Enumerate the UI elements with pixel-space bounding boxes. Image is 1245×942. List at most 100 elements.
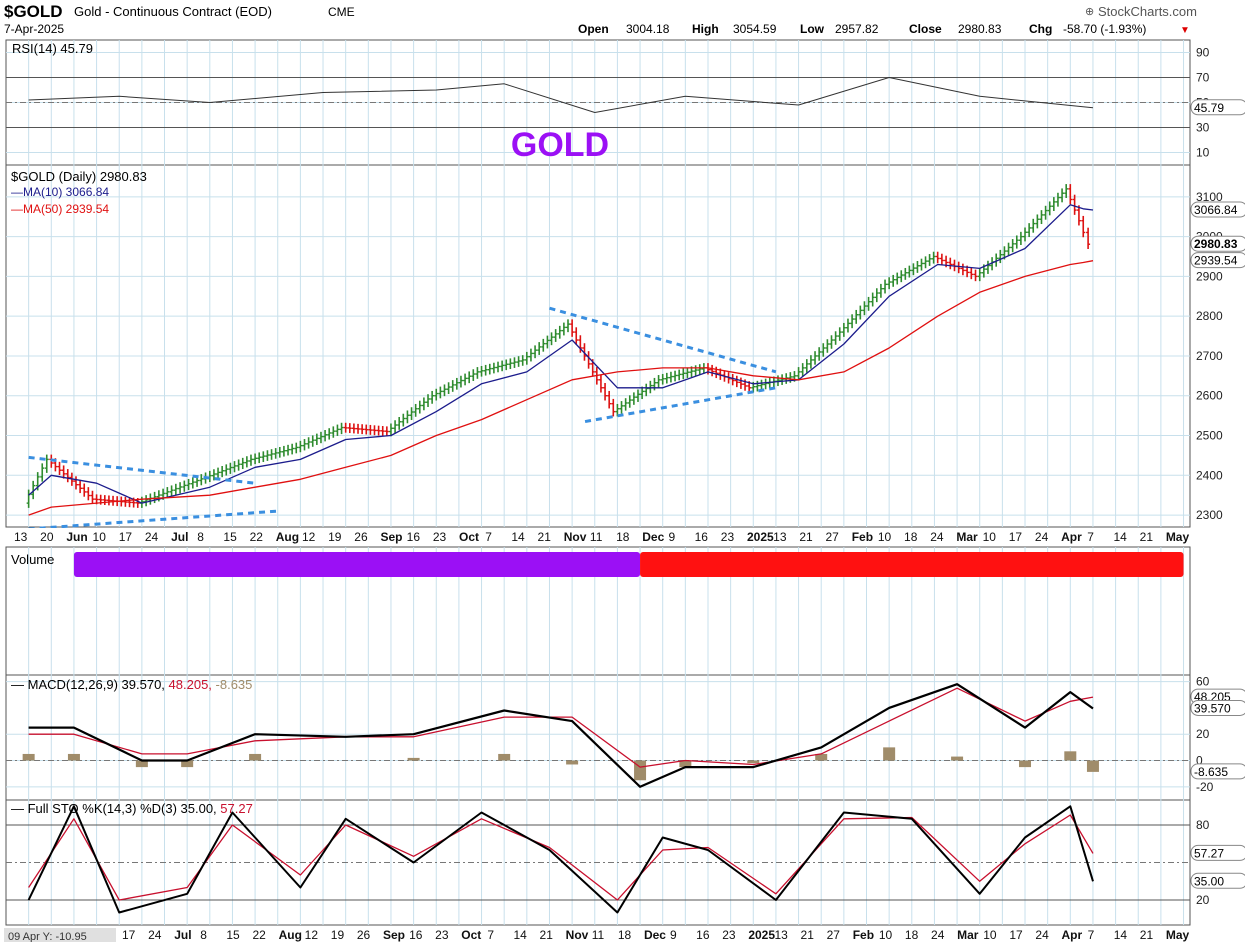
x-axis-tick-label: 26 [354, 530, 368, 544]
sto-y-tick: 20 [1196, 893, 1210, 907]
x-axis-tick-label: Feb [852, 530, 873, 544]
bottom-axis-tick-label: 15 [226, 928, 240, 942]
ma10-last-value-box [1190, 201, 1245, 218]
gold-annotation: GOLD [511, 126, 609, 164]
ma10-last-value: 3066.84 [1194, 203, 1238, 217]
macd-histogram-bar [249, 753, 262, 761]
ma50-last-value: 2939.54 [1194, 254, 1238, 268]
bottom-axis-tick-label: Sep [383, 928, 405, 942]
trend-line [28, 509, 278, 531]
macd-histogram-bar [135, 760, 148, 768]
macd-last: 39.570 [1194, 701, 1231, 715]
bottom-axis-tick-label: 14 [1114, 928, 1128, 942]
x-axis-tick-label: 21 [1140, 530, 1154, 544]
bottom-axis-tick-label: 13 [774, 928, 788, 942]
x-axis-tick-label: Jul [171, 530, 188, 544]
macd-y-tick: 60 [1196, 675, 1210, 689]
bottom-axis-tick-label: Oct [461, 928, 481, 942]
bottom-axis-tick-label: Apr [1062, 928, 1083, 942]
x-axis-tick-label: 17 [1009, 530, 1023, 544]
x-axis-tick-label: Aug [276, 530, 299, 544]
bottom-axis-tick-label: Jul [174, 928, 191, 942]
ma10-line [28, 204, 1094, 504]
x-axis-tick-label: 15 [223, 530, 237, 544]
bottom-axis-tick-label: Aug [279, 928, 302, 942]
bottom-axis-tick-label: 27 [827, 928, 841, 942]
x-axis-tick-label: 22 [250, 530, 264, 544]
globe-icon: ⊕ [1085, 6, 1094, 18]
close-value: 2980.83 [958, 22, 1002, 36]
rsi-y-tick: 10 [1196, 146, 1210, 160]
chart-header: $GOLD Gold - Continuous Contract (EOD) C… [4, 2, 1197, 36]
x-axis-tick-label: May [1166, 530, 1190, 544]
x-axis-tick-label: 9 [668, 530, 675, 544]
macd-y-tick: 20 [1196, 727, 1210, 741]
sto-k-line [27, 805, 1094, 914]
bottom-axis-tick-label: 17 [122, 928, 136, 942]
bottom-axis-tick-label: 22 [252, 928, 266, 942]
bottom-axis-band [6, 926, 1190, 942]
ma50-line [28, 260, 1094, 516]
x-axis-tick-label: 24 [930, 530, 944, 544]
x-axis-tick-label: 23 [721, 530, 735, 544]
rsi-y-tick: 70 [1196, 71, 1210, 85]
sto-d-last: 57.27 [1194, 846, 1224, 860]
close-label: Close [909, 22, 942, 36]
x-axis-tick-label: 16 [695, 530, 709, 544]
price-last-value-box [1190, 235, 1245, 252]
bottom-axis-tick-label: Dec [644, 928, 666, 942]
exchange: CME [328, 5, 355, 19]
x-axis-tick-label: 21 [538, 530, 552, 544]
bottom-axis-tick-label: 16 [696, 928, 710, 942]
x-axis-band [6, 528, 1190, 546]
x-axis-tick-label: 13 [14, 530, 28, 544]
status-box [4, 928, 116, 942]
price-y-tick: 2800 [1196, 309, 1223, 323]
bottom-axis-tick-label: 12 [305, 928, 319, 942]
down-triangle-icon: ▼ [1180, 25, 1190, 36]
macd-hist-last: -8.635 [1194, 765, 1228, 779]
sto-d-last-box [1190, 844, 1245, 861]
bottom-axis-tick-label: Nov [566, 928, 589, 942]
bottom-axis-tick-label: 21 [801, 928, 815, 942]
macd-histogram-bar [747, 760, 760, 764]
bottom-axis-tick-label: 18 [618, 928, 632, 942]
symbol: $GOLD [4, 2, 63, 21]
x-axis-tick-label: 19 [328, 530, 342, 544]
low-label: Low [800, 22, 825, 36]
bottom-axis-tick-label: 23 [722, 928, 736, 942]
price-y-tick: 3100 [1196, 190, 1223, 204]
bottom-axis-tick-label: 24 [1035, 928, 1049, 942]
macd-histogram-bar [1086, 760, 1099, 772]
bottom-axis-tick-label: 19 [331, 928, 345, 942]
high-value: 3054.59 [733, 22, 777, 36]
rsi-last-value-box [1190, 99, 1245, 116]
price-legend-main: $GOLD (Daily) 2980.83 [11, 169, 147, 184]
x-axis-tick-label: Sep [380, 530, 402, 544]
x-axis-tick-label: 8 [197, 530, 204, 544]
macd-signal-legend: 48.205, [169, 677, 216, 692]
bottom-axis-tick-label: 7 [1088, 928, 1095, 942]
macd-hist-last-box [1190, 763, 1245, 780]
x-axis-tick-label: Mar [956, 530, 978, 544]
sto-title: — Full STO %K(14,3) %D(3) 35.00, 57.27 [11, 801, 253, 816]
bottom-axis-tick-label: 10 [879, 928, 893, 942]
price-y-tick: 2300 [1196, 508, 1223, 522]
rsi-y-tick: 90 [1196, 46, 1210, 60]
macd-histogram-bar [67, 753, 80, 761]
x-axis-tick-label: 2025 [747, 530, 774, 544]
rsi-line [28, 77, 1094, 113]
macd-signal-line [28, 687, 1094, 768]
bottom-axis-tick-label: 17 [1009, 928, 1023, 942]
macd-histogram-bar [951, 756, 964, 761]
macd-line [28, 683, 1094, 788]
x-axis-tick-label: Dec [642, 530, 664, 544]
bottom-axis-tick-label: 10 [983, 928, 997, 942]
volume-panel: Volume [11, 552, 1184, 577]
ma50-last-value-box [1190, 252, 1245, 269]
open-value: 3004.18 [626, 22, 670, 36]
bottom-axis-tick-label: 18 [905, 928, 919, 942]
x-axis-tick-label: Jun [66, 530, 87, 544]
